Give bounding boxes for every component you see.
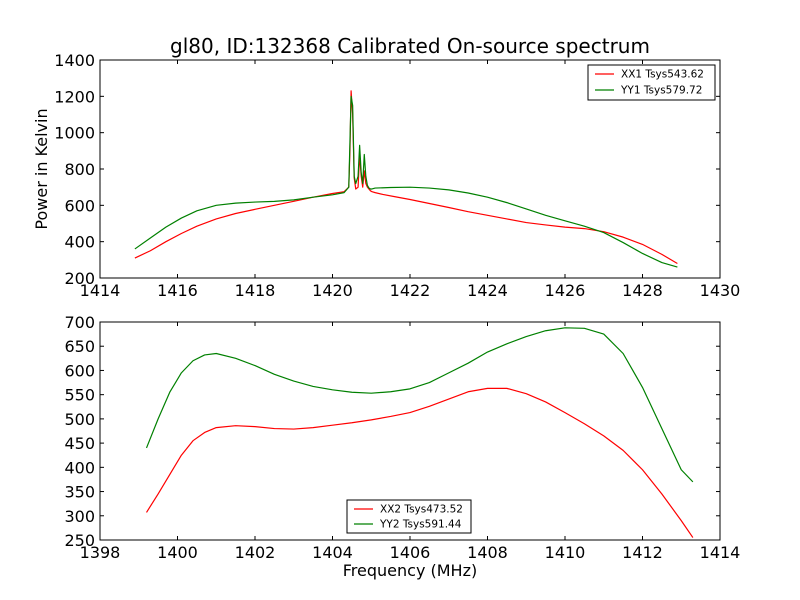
top-y-tick-label: 1400: [54, 51, 95, 70]
bottom-x-tick-label: 1406: [390, 543, 431, 562]
chart-title: gl80, ID:132368 Calibrated On-source spe…: [170, 34, 650, 58]
bottom-x-tick-label: 1408: [467, 543, 508, 562]
top-y-axis-label: Power in Kelvin: [32, 108, 51, 229]
bottom-x-tick-label: 1404: [312, 543, 353, 562]
top-x-tick-label: 1426: [545, 281, 586, 300]
bottom-x-axis-label: Frequency (MHz): [343, 561, 477, 580]
top-x-tick-label: 1422: [390, 281, 431, 300]
bottom-x-tick-label: 1402: [235, 543, 276, 562]
bottom-series-line-1: [145, 387, 694, 538]
top-x-tick-label: 1414: [80, 281, 121, 300]
top-legend: XX1 Tsys543.62 YY1 Tsys579.72: [587, 64, 716, 101]
bottom-legend: XX2 Tsys473.52 YY2 Tsys591.44: [346, 499, 472, 534]
bottom-legend-label-yy2: YY2 Tsys591.44: [379, 519, 462, 531]
bottom-y-tick-label: 600: [64, 361, 95, 380]
bottom-series-group: [145, 327, 694, 538]
top-x-tick-label: 1420: [312, 281, 353, 300]
bottom-x-tick-label: 1398: [80, 543, 121, 562]
top-x-tick-label: 1428: [622, 281, 663, 300]
bottom-y-tick-label: 450: [64, 434, 95, 453]
top-x-tick-label: 1430: [700, 281, 741, 300]
bottom-ticks: 1398 1400 1402 1404 1406 1408 1410 1412 1414 250 3…: [64, 313, 740, 562]
bottom-x-tick-label: 1400: [157, 543, 198, 562]
bottom-legend-label-xx2: XX2 Tsys473.52: [380, 504, 463, 516]
top-y-tick-label: 1000: [54, 124, 95, 143]
top-legend-box: [587, 64, 716, 101]
bottom-legend-box: [346, 499, 472, 534]
bottom-y-tick-label: 400: [64, 458, 95, 477]
top-y-tick-label: 600: [64, 196, 95, 215]
bottom-y-tick-label: 250: [64, 531, 95, 550]
bottom-subplot: 1398 1400 1402 1404 1406 1408 1410 1412 1414 250 3…: [64, 313, 740, 580]
top-series-group: [134, 90, 678, 268]
top-legend-label-yy1: YY1 Tsys579.72: [620, 85, 702, 97]
bottom-x-tick-label: 1410: [545, 543, 586, 562]
top-subplot: 1414 1416 1418 1420 1422 1424 1426 1428 1430 200 4…: [32, 51, 740, 300]
bottom-y-tick-label: 500: [64, 410, 95, 429]
top-series-line-2: [134, 95, 678, 268]
bottom-y-tick-label: 300: [64, 507, 95, 526]
bottom-x-tick-label: 1412: [622, 543, 663, 562]
bottom-y-tick-label: 700: [64, 313, 95, 332]
top-x-tick-label: 1424: [467, 281, 508, 300]
top-y-tick-label: 1200: [54, 87, 95, 106]
top-x-tick-label: 1418: [235, 281, 276, 300]
top-series-line-1: [134, 90, 678, 264]
top-y-tick-label: 200: [64, 269, 95, 288]
top-y-tick-label: 800: [64, 160, 95, 179]
top-y-tick-label: 400: [64, 233, 95, 252]
bottom-y-tick-label: 350: [64, 483, 95, 502]
top-legend-label-xx1: XX1 Tsys543.62: [621, 69, 704, 81]
bottom-x-tick-label: 1414: [700, 543, 741, 562]
top-x-tick-label: 1416: [157, 281, 198, 300]
top-ticks: 1414 1416 1418 1420 1422 1424 1426 1428 1430 200 4…: [54, 51, 740, 300]
bottom-series-line-2: [145, 327, 694, 483]
bottom-y-tick-label: 650: [64, 337, 95, 356]
bottom-y-tick-label: 550: [64, 386, 95, 405]
